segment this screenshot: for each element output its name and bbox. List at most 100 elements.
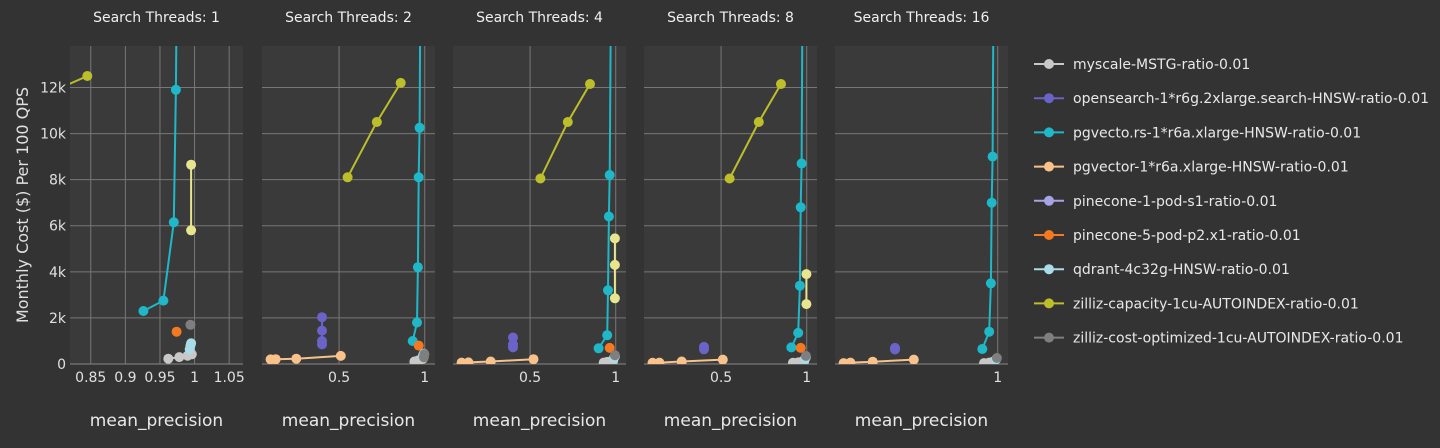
x-tick-label: 0.9 [114,370,136,386]
plot-area [262,46,435,364]
point-pgvecto [138,306,149,316]
point-zilliz_extra [801,299,812,310]
point-opensearch [317,336,327,346]
point-zcap [776,79,786,89]
point-pgvecto [794,280,805,291]
point-zcap [342,172,353,183]
point-zcap [82,71,93,81]
point-pgvector [291,353,302,364]
y-tick-label: 0 [57,357,66,373]
point-myscale [174,352,185,363]
legend-marker [1044,298,1054,309]
y-tick-label: 4k [49,265,67,281]
point-pgvector [717,354,728,364]
point-pgvecto [984,326,995,337]
point-zcap [753,117,764,127]
plot-area [70,46,243,364]
point-pgvector [676,356,687,364]
point-pinecone5 [604,342,615,353]
legend-marker [1044,195,1054,206]
point-zcost [609,350,620,361]
point-opensearch [699,341,709,352]
x-tick-label: 1 [190,370,199,386]
point-pgvecto [414,122,425,133]
legend-label: pinecone-1-pod-s1-ratio-0.01 [1073,194,1277,210]
point-opensearch [508,339,518,350]
point-pgvecto [795,202,806,213]
x-tick-label: 0.5 [710,370,732,386]
point-pgvecto [412,262,423,273]
panel-title: Search Threads: 8 [667,10,794,26]
point-myscale [163,353,174,364]
point-pgvecto [603,285,613,296]
panel-series [647,46,812,364]
y-tick-label: 6k [49,219,67,235]
x-axis-label: mean_precision [855,411,988,431]
y-tick-label: 2k [49,311,67,327]
x-tick-label: 0.5 [519,370,541,386]
x-tick-label: 0.85 [75,370,106,386]
legend-marker [1044,59,1054,69]
plot-area [644,46,817,364]
point-opensearch [890,342,900,353]
point-zcost [419,349,430,360]
point-zcap [535,173,546,184]
point-pgvecto [977,344,988,354]
point-pinecone5 [795,342,806,353]
point-opensearch [317,325,327,336]
x-axis-label: mean_precision [473,411,606,431]
point-zcap [585,79,595,89]
panel-series [838,46,1002,364]
point-pgvecto [985,278,996,289]
point-pgvecto [986,197,997,208]
panel-title: Search Threads: 1 [93,10,220,26]
x-tick-label: 0.5 [328,370,350,386]
legend-label: zilliz-capacity-1cu-AUTOINDEX-ratio-0.01 [1073,296,1359,312]
x-tick-label: 1 [993,370,1002,386]
point-pgvecto [593,343,604,354]
legend-label: pinecone-5-pod-p2.x1-ratio-0.01 [1073,228,1301,244]
legend-label: qdrant-4c32g-HNSW-ratio-0.01 [1073,262,1290,278]
point-pgvector [335,350,346,361]
point-pgvecto [786,342,797,353]
point-zilliz_extra [186,159,197,170]
point-pgvector [463,357,474,364]
legend-label: myscale-MSTG-ratio-0.01 [1073,57,1250,73]
point-zilliz_extra [186,225,197,236]
y-axis-label: Monthly Cost ($) Per 100 QPS [13,87,32,323]
y-tick-label: 10k [40,127,67,143]
point-pgvector [528,354,539,364]
x-axis-label: mean_precision [664,411,797,431]
point-pinecone5 [413,340,424,351]
point-pgvecto [604,170,615,180]
y-tick-label: 12k [40,80,67,96]
point-pgvector [485,356,496,364]
plot-area [835,46,1008,364]
point-zcost [800,350,811,361]
point-zilliz_extra [609,259,620,270]
point-pinecone5 [171,326,182,337]
legend-label: pgvector-1*r6a.xlarge-HNSW-ratio-0.01 [1073,160,1349,176]
legend-label: opensearch-1*r6g.2xlarge.search-HNSW-rat… [1073,91,1429,107]
x-tick-label: 1 [420,370,429,386]
point-pgvector [654,357,665,364]
point-pgvecto [413,172,424,183]
x-axis-label: mean_precision [90,411,223,431]
point-zcap [395,77,406,88]
legend-marker [1044,230,1054,240]
point-zcap [724,173,735,184]
x-tick-label: 1 [802,370,811,386]
point-pgvecto [793,327,804,338]
point-zcap [371,117,382,127]
point-pgvecto [602,330,613,341]
point-pgvector [845,357,856,364]
point-pgvecto [603,211,614,222]
point-zilliz_extra [609,233,620,244]
legend-marker [1044,127,1054,138]
x-tick-label: 1.05 [214,370,245,386]
panel-title: Search Threads: 2 [285,10,412,26]
panel-series [456,46,620,364]
point-pgvecto [170,84,181,95]
legend-marker [1044,93,1054,104]
